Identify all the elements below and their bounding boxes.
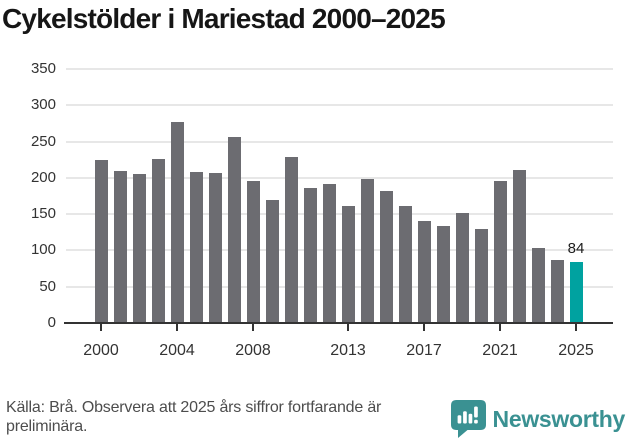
bar-2016 — [399, 206, 412, 323]
x-axis-tick-2000 — [100, 324, 102, 331]
footer: Källa: Brå. Observera att 2025 års siffr… — [6, 398, 625, 438]
gridline-200 — [66, 176, 613, 179]
x-axis-tick-2021 — [499, 324, 501, 331]
bar-2012 — [323, 184, 336, 323]
x-axis-tick-2025 — [575, 324, 577, 331]
bar-2013 — [342, 206, 355, 323]
bar-2019 — [456, 213, 469, 323]
gridline-150 — [66, 213, 613, 216]
x-axis-line — [64, 322, 613, 324]
bar-2015 — [380, 191, 393, 323]
bar-2002 — [133, 174, 146, 323]
gridline-100 — [66, 249, 613, 252]
y-axis-label-350: 350 — [30, 60, 56, 77]
x-axis-tick-2004 — [176, 324, 178, 331]
x-axis-label-2021: 2021 — [482, 342, 518, 359]
page-title: Cykelstölder i Mariestad 2000–2025 — [2, 3, 446, 34]
bar-2010 — [285, 157, 298, 323]
source-note: Källa: Brå. Observera att 2025 års siffr… — [6, 399, 382, 435]
bar-2004 — [171, 122, 184, 323]
newsworthy-wordmark: Newsworthy — [492, 406, 626, 432]
bar-value-label-2025: 84 — [567, 240, 585, 257]
gridline-50 — [66, 285, 613, 288]
bar-2000 — [95, 160, 108, 323]
x-axis-label-2004: 2004 — [159, 342, 195, 359]
newsworthy-icon — [450, 400, 486, 438]
gridline-250 — [66, 140, 613, 143]
x-axis-label-2013: 2013 — [330, 342, 366, 359]
bar-2020 — [475, 229, 488, 323]
x-axis-label-2025: 2025 — [558, 342, 594, 359]
bar-2024 — [551, 260, 564, 323]
x-axis-label-2017: 2017 — [406, 342, 442, 359]
bar-2009 — [266, 200, 279, 323]
y-axis-label-0: 0 — [47, 314, 56, 331]
x-axis-label-2000: 2000 — [83, 342, 119, 359]
bar-2018 — [437, 226, 450, 323]
x-axis-tick-2013 — [347, 324, 349, 331]
bar-2021 — [494, 181, 507, 323]
bar-2007 — [228, 137, 241, 323]
bar-2025 — [570, 262, 583, 323]
y-axis-label-50: 50 — [39, 277, 56, 295]
bar-2023 — [532, 248, 545, 323]
y-axis-label-200: 200 — [30, 168, 56, 186]
bar-2008 — [247, 181, 260, 323]
gridline-300 — [66, 104, 613, 107]
bar-2014 — [361, 179, 374, 323]
bar-2005 — [190, 172, 203, 323]
bar-2017 — [418, 221, 431, 323]
gridline-350 — [66, 68, 613, 70]
x-axis-tick-2008 — [252, 324, 254, 331]
y-axis-label-250: 250 — [30, 132, 56, 150]
x-axis-label-2008: 2008 — [235, 342, 271, 359]
x-axis-tick-2017 — [423, 324, 425, 331]
bar-2001 — [114, 171, 127, 323]
bar-2006 — [209, 173, 222, 323]
bar-2003 — [152, 159, 165, 323]
y-axis-label-150: 150 — [30, 205, 56, 223]
bar-2022 — [513, 170, 526, 323]
y-axis-label-100: 100 — [30, 241, 56, 259]
bar-2011 — [304, 188, 317, 323]
y-axis-label-300: 300 — [30, 96, 56, 114]
newsworthy-logo[interactable]: Newsworthy — [450, 400, 626, 438]
